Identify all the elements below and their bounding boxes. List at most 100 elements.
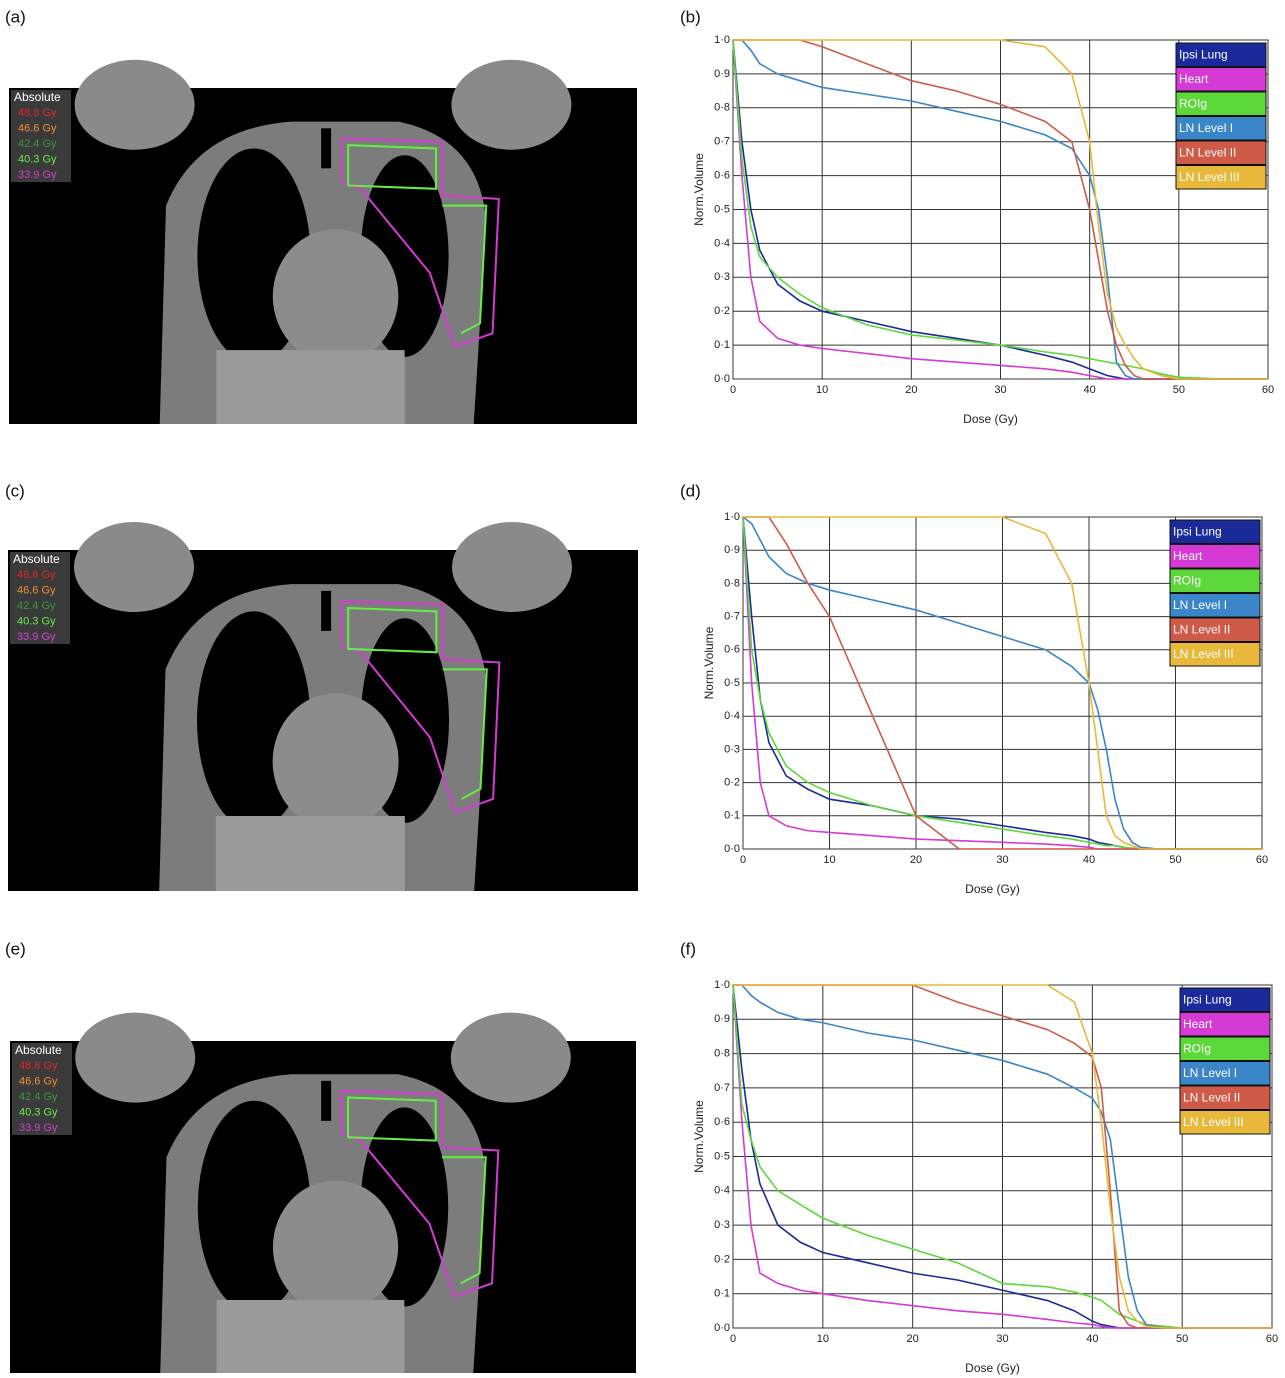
y-tick-label: 0·2 bbox=[714, 305, 730, 317]
x-tick-label: 40 bbox=[1083, 854, 1095, 866]
legend-swatch bbox=[1175, 116, 1267, 141]
contour-green bbox=[347, 606, 488, 800]
y-tick-label: 0·6 bbox=[714, 170, 730, 182]
heart bbox=[272, 693, 399, 830]
legend-item: 46.6 Gy bbox=[17, 584, 56, 596]
shoulder bbox=[451, 59, 572, 150]
legend-label: LN Level II bbox=[1179, 145, 1236, 159]
legend-swatch bbox=[1175, 140, 1267, 165]
x-tick-label: 20 bbox=[907, 1333, 919, 1345]
legend-item: 48.8 Gy bbox=[18, 107, 57, 119]
x-tick-label: 20 bbox=[910, 854, 922, 866]
y-axis-title: Norm.Volume bbox=[692, 1100, 706, 1173]
series-line bbox=[743, 516, 1262, 850]
legend-label: LN Level I bbox=[1179, 121, 1233, 135]
panel-label: (c) bbox=[5, 481, 25, 500]
panel-label: (a) bbox=[5, 7, 26, 26]
legend-item: 40.3 Gy bbox=[17, 615, 56, 627]
y-tick-label: 0·7 bbox=[714, 136, 730, 148]
legend-label: LN Level I bbox=[1183, 1066, 1237, 1080]
x-tick-label: 10 bbox=[817, 1333, 829, 1345]
y-tick-label: 1·0 bbox=[724, 511, 740, 523]
legend-swatch bbox=[1169, 568, 1261, 593]
liver bbox=[215, 815, 405, 891]
x-tick-label: 30 bbox=[996, 854, 1008, 866]
x-tick-label: 40 bbox=[1084, 384, 1096, 396]
x-tick-label: 30 bbox=[996, 1333, 1008, 1345]
y-tick-label: 1·0 bbox=[714, 979, 730, 991]
ct-image: Absolute 48.8 Gy 46.6 Gy 42.4 Gy 40.3 Gy 33.9… bbox=[8, 522, 638, 891]
legend-label: Ipsi Lung bbox=[1183, 992, 1232, 1006]
y-tick-label: 0·3 bbox=[714, 271, 730, 283]
panel-label: (b) bbox=[680, 7, 701, 26]
legend-bg bbox=[11, 90, 71, 182]
shoulder bbox=[75, 1012, 196, 1103]
y-tick-label: 0·1 bbox=[724, 810, 740, 822]
y-tick-label: 0·5 bbox=[724, 677, 740, 689]
legend-swatch bbox=[1175, 67, 1267, 92]
x-tick-label: 60 bbox=[1256, 854, 1268, 866]
x-tick-label: 60 bbox=[1266, 1333, 1278, 1345]
legend-item: 33.9 Gy bbox=[19, 1122, 58, 1134]
trachea bbox=[321, 1080, 332, 1121]
legend-swatch bbox=[1175, 91, 1267, 116]
panel-label: (f) bbox=[680, 939, 696, 958]
contour-green bbox=[347, 144, 488, 335]
y-tick-label: 1·0 bbox=[714, 34, 730, 46]
ct-image: Absolute 48.8 Gy 46.6 Gy 42.4 Gy 40.3 Gy 33.9… bbox=[9, 59, 637, 424]
y-axis-title: Norm.Volume bbox=[702, 626, 716, 699]
liver bbox=[216, 350, 405, 424]
x-tick-label: 0 bbox=[730, 1333, 736, 1345]
legend-bg bbox=[12, 1043, 72, 1135]
y-axis-title: Norm.Volume bbox=[692, 153, 706, 226]
y-tick-label: 0·9 bbox=[724, 544, 740, 556]
y-tick-label: 0·0 bbox=[714, 373, 730, 385]
legend-swatch bbox=[1179, 1012, 1271, 1037]
legend-bg bbox=[10, 552, 70, 644]
legend-swatch bbox=[1169, 544, 1261, 569]
liver bbox=[216, 1299, 405, 1373]
legend-label: LN Level I bbox=[1173, 598, 1227, 612]
shoulder bbox=[74, 522, 194, 613]
x-tick-label: 10 bbox=[816, 384, 828, 396]
legend-item: 33.9 Gy bbox=[17, 631, 56, 643]
y-tick-label: 0·8 bbox=[714, 1048, 730, 1060]
shoulder bbox=[452, 522, 572, 613]
y-tick-label: 0·4 bbox=[714, 1185, 730, 1197]
legend-title: Absolute bbox=[14, 90, 61, 104]
y-tick-label: 0·9 bbox=[714, 1013, 730, 1025]
y-tick-label: 0·6 bbox=[724, 644, 740, 656]
x-tick-label: 20 bbox=[905, 384, 917, 396]
y-tick-label: 0·2 bbox=[714, 1253, 730, 1265]
legend-swatch bbox=[1179, 1036, 1271, 1061]
trachea bbox=[321, 128, 332, 169]
series-line bbox=[733, 984, 1272, 1329]
legend-item: 46.6 Gy bbox=[18, 122, 57, 134]
x-tick-label: 50 bbox=[1173, 384, 1185, 396]
legend-label: ROIg bbox=[1173, 573, 1201, 587]
y-tick-label: 0·2 bbox=[724, 777, 740, 789]
x-tick-label: 60 bbox=[1262, 384, 1274, 396]
legend-swatch bbox=[1179, 987, 1271, 1012]
y-tick-label: 0·8 bbox=[724, 577, 740, 589]
legend-label: Heart bbox=[1173, 549, 1203, 563]
x-axis-title: Dose (Gy) bbox=[965, 1361, 1020, 1375]
y-tick-label: 0·1 bbox=[714, 339, 730, 351]
y-tick-label: 0·7 bbox=[724, 611, 740, 623]
legend-label: ROIg bbox=[1179, 96, 1207, 110]
legend-label: Ipsi Lung bbox=[1179, 47, 1228, 61]
y-tick-label: 0·8 bbox=[714, 102, 730, 114]
y-tick-label: 0·6 bbox=[714, 1116, 730, 1128]
legend-swatch bbox=[1175, 42, 1267, 67]
y-tick-label: 0·7 bbox=[714, 1082, 730, 1094]
trachea bbox=[321, 590, 332, 631]
legend-title: Absolute bbox=[13, 552, 60, 566]
x-tick-label: 10 bbox=[823, 854, 835, 866]
panel-label: (e) bbox=[5, 939, 26, 958]
series-line bbox=[733, 984, 1272, 1329]
legend-label: Heart bbox=[1183, 1017, 1213, 1031]
legend-label: Ipsi Lung bbox=[1173, 524, 1222, 538]
legend-swatch bbox=[1169, 642, 1261, 667]
legend-item: 40.3 Gy bbox=[18, 153, 57, 165]
